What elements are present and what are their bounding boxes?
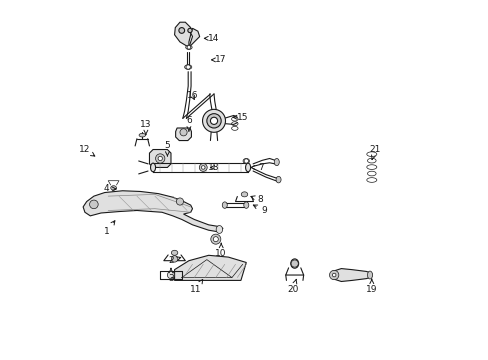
Circle shape (180, 129, 187, 136)
Text: 13: 13 (140, 120, 151, 135)
Ellipse shape (274, 158, 279, 166)
Ellipse shape (110, 186, 116, 190)
Ellipse shape (39, 104, 45, 112)
Ellipse shape (243, 158, 249, 163)
Circle shape (329, 270, 338, 280)
Text: 19: 19 (366, 279, 377, 294)
Ellipse shape (139, 134, 145, 137)
Circle shape (202, 109, 225, 132)
Circle shape (155, 154, 164, 163)
Circle shape (201, 166, 204, 169)
Circle shape (89, 200, 98, 209)
Circle shape (332, 273, 335, 277)
Text: 3: 3 (168, 269, 174, 283)
Ellipse shape (367, 271, 372, 279)
Circle shape (176, 198, 183, 205)
Circle shape (158, 156, 162, 161)
Text: 2: 2 (168, 256, 181, 265)
Text: 16: 16 (186, 91, 198, 100)
Text: 18: 18 (208, 163, 219, 172)
Text: 9: 9 (253, 205, 266, 215)
Circle shape (179, 28, 184, 33)
Circle shape (244, 159, 248, 163)
Text: 20: 20 (286, 279, 298, 294)
Circle shape (213, 237, 218, 242)
Polygon shape (149, 149, 171, 167)
Polygon shape (174, 255, 246, 280)
Text: 15: 15 (233, 113, 248, 122)
Text: 12: 12 (79, 145, 95, 156)
Ellipse shape (222, 202, 227, 208)
Circle shape (171, 256, 178, 262)
Text: 11: 11 (190, 279, 203, 294)
Text: 21: 21 (369, 145, 380, 159)
Circle shape (185, 65, 190, 69)
Polygon shape (330, 269, 371, 282)
Ellipse shape (245, 163, 250, 172)
Text: 5: 5 (164, 141, 170, 156)
Ellipse shape (244, 202, 248, 208)
Text: 6: 6 (185, 116, 191, 131)
Circle shape (210, 234, 221, 244)
Ellipse shape (216, 226, 222, 233)
Circle shape (199, 163, 207, 171)
Ellipse shape (171, 250, 178, 255)
Text: 14: 14 (204, 34, 219, 43)
Circle shape (290, 260, 298, 267)
Ellipse shape (185, 45, 192, 49)
Ellipse shape (290, 259, 298, 268)
Text: 1: 1 (103, 221, 115, 237)
Ellipse shape (241, 192, 247, 197)
Circle shape (206, 114, 221, 128)
Text: 7: 7 (250, 163, 263, 172)
Circle shape (187, 28, 192, 33)
Polygon shape (174, 22, 190, 47)
Text: 4: 4 (103, 184, 116, 193)
Ellipse shape (276, 176, 281, 183)
Polygon shape (188, 28, 199, 47)
Circle shape (167, 271, 174, 279)
Text: 8: 8 (250, 195, 263, 204)
Text: 10: 10 (215, 243, 226, 258)
Text: 17: 17 (211, 55, 226, 64)
Ellipse shape (150, 163, 155, 172)
Polygon shape (83, 191, 223, 232)
Circle shape (187, 45, 190, 49)
Ellipse shape (184, 65, 191, 69)
Circle shape (210, 117, 217, 125)
Polygon shape (175, 128, 191, 140)
Ellipse shape (51, 130, 57, 138)
